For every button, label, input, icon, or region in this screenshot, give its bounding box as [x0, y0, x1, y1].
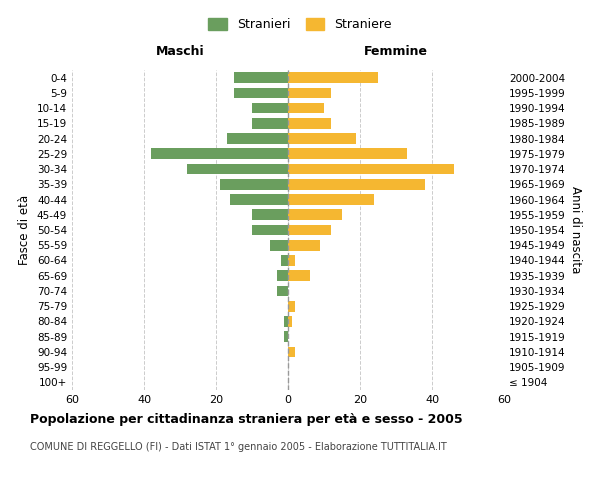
Bar [277, 270, 288, 281]
Y-axis label: Fasce di età: Fasce di età [19, 195, 31, 265]
Bar [288, 224, 331, 235]
Bar [288, 255, 295, 266]
Bar [288, 103, 324, 114]
Bar [252, 224, 288, 235]
Bar [284, 316, 288, 327]
Bar [288, 88, 331, 98]
Bar [288, 240, 320, 250]
Bar [187, 164, 288, 174]
Bar [151, 148, 288, 159]
Text: Maschi: Maschi [155, 45, 205, 58]
Bar [284, 332, 288, 342]
Bar [288, 301, 295, 312]
Bar [234, 72, 288, 83]
Bar [288, 210, 342, 220]
Text: Femmine: Femmine [364, 45, 428, 58]
Bar [288, 316, 292, 327]
Bar [277, 286, 288, 296]
Bar [270, 240, 288, 250]
Text: Popolazione per cittadinanza straniera per età e sesso - 2005: Popolazione per cittadinanza straniera p… [30, 412, 463, 426]
Bar [252, 103, 288, 114]
Legend: Stranieri, Straniere: Stranieri, Straniere [205, 14, 395, 35]
Y-axis label: Anni di nascita: Anni di nascita [569, 186, 582, 274]
Bar [230, 194, 288, 205]
Bar [288, 133, 356, 144]
Bar [288, 270, 310, 281]
Bar [288, 346, 295, 357]
Bar [288, 118, 331, 128]
Bar [288, 72, 378, 83]
Bar [220, 179, 288, 190]
Bar [288, 164, 454, 174]
Text: COMUNE DI REGGELLO (FI) - Dati ISTAT 1° gennaio 2005 - Elaborazione TUTTITALIA.I: COMUNE DI REGGELLO (FI) - Dati ISTAT 1° … [30, 442, 447, 452]
Bar [288, 179, 425, 190]
Bar [288, 194, 374, 205]
Bar [252, 210, 288, 220]
Bar [288, 148, 407, 159]
Bar [234, 88, 288, 98]
Bar [252, 118, 288, 128]
Bar [227, 133, 288, 144]
Bar [281, 255, 288, 266]
